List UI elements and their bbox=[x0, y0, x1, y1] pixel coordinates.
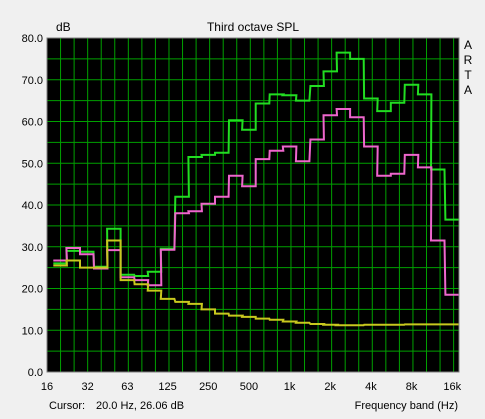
y-tick-label: 20.0 bbox=[22, 284, 43, 296]
x-tick-label: 8k bbox=[406, 381, 418, 393]
y-tick-label: 80.0 bbox=[22, 33, 43, 45]
cursor-readout: 20.0 Hz, 26.06 dB bbox=[96, 400, 184, 412]
x-tick-label: 63 bbox=[121, 381, 133, 393]
x-tick-label: 250 bbox=[199, 381, 217, 393]
brand-letter: T bbox=[464, 68, 472, 82]
x-tick-label: 4k bbox=[365, 381, 377, 393]
brand-letter: A bbox=[464, 83, 472, 97]
brand-mark: A R T A bbox=[464, 38, 473, 97]
x-tick-label: 16k bbox=[443, 381, 461, 393]
x-tick-label: 1k bbox=[284, 381, 296, 393]
x-axis-label: Frequency band (Hz) bbox=[355, 400, 458, 412]
x-tick-label: 32 bbox=[82, 381, 94, 393]
x-tick-label: 16 bbox=[41, 381, 53, 393]
cursor-label: Cursor: bbox=[49, 400, 85, 412]
y-tick-label: 70.0 bbox=[22, 75, 43, 87]
x-tick-label: 500 bbox=[240, 381, 258, 393]
brand-letter: R bbox=[464, 53, 473, 67]
y-tick-label: 10.0 bbox=[22, 325, 43, 337]
x-tick-label: 2k bbox=[324, 381, 336, 393]
y-axis-unit-label: dB bbox=[56, 20, 71, 34]
brand-letter: A bbox=[464, 38, 472, 52]
y-tick-label: 50.0 bbox=[22, 158, 43, 170]
series-line bbox=[53, 239, 459, 327]
y-tick-label: 0.0 bbox=[28, 367, 43, 379]
series-layer bbox=[53, 51, 459, 327]
x-tick-label: 125 bbox=[158, 381, 176, 393]
y-tick-label: 30.0 bbox=[22, 242, 43, 254]
chart-title: Third octave SPL bbox=[207, 20, 299, 34]
axis-layer: 0.0 10.0 20.0 30.0 40.0 50.0 60.0 70.0 80.0 16 32 6… bbox=[22, 33, 462, 393]
plot-border bbox=[46, 37, 460, 373]
y-tick-label: 60.0 bbox=[22, 117, 43, 129]
y-tick-label: 40.0 bbox=[22, 200, 43, 212]
